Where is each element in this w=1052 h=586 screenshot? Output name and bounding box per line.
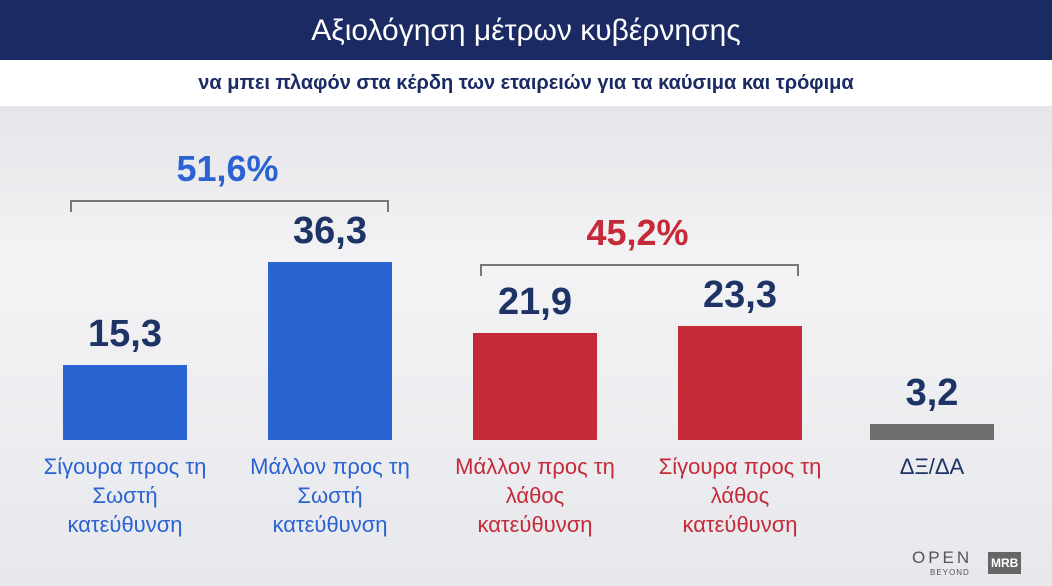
- category-label: ΔΞ/ΔΑ: [899, 454, 965, 479]
- category-label: Μάλλον προς τη Σωστή κατεύθυνση: [250, 454, 410, 537]
- bar: [870, 424, 994, 440]
- category-label: Σίγουρα προς τη λάθος κατεύθυνση: [658, 454, 822, 537]
- group-bracket: [70, 200, 389, 213]
- value-label: 21,9: [498, 280, 572, 323]
- category-label: Σίγουρα προς τη Σωστή κατεύθυνση: [43, 454, 207, 537]
- value-label: 3,2: [905, 372, 959, 415]
- value-label: 36,3: [293, 210, 367, 253]
- value-label: 15,3: [88, 313, 162, 356]
- chart-subtitle: να μπει πλαφόν στα κέρδη των εταιρειών γ…: [0, 60, 1052, 106]
- group-bracket: [480, 263, 799, 276]
- bar: [678, 325, 802, 440]
- group-total-label: 45,2%: [586, 211, 689, 253]
- category-label: Μάλλον προς τη λάθος κατεύθυνση: [455, 454, 615, 537]
- bar: [268, 262, 392, 440]
- bar: [63, 365, 187, 440]
- logo-text: BEYOND: [930, 568, 970, 577]
- bar: [473, 332, 597, 440]
- group-total-label: 51,6%: [176, 148, 279, 190]
- chart-title: Αξιολόγηση μέτρων κυβέρνησης: [0, 0, 1052, 60]
- logo-text: MRB: [988, 552, 1022, 574]
- logo-text: OPEN: [912, 548, 973, 567]
- value-label: 23,3: [703, 273, 777, 316]
